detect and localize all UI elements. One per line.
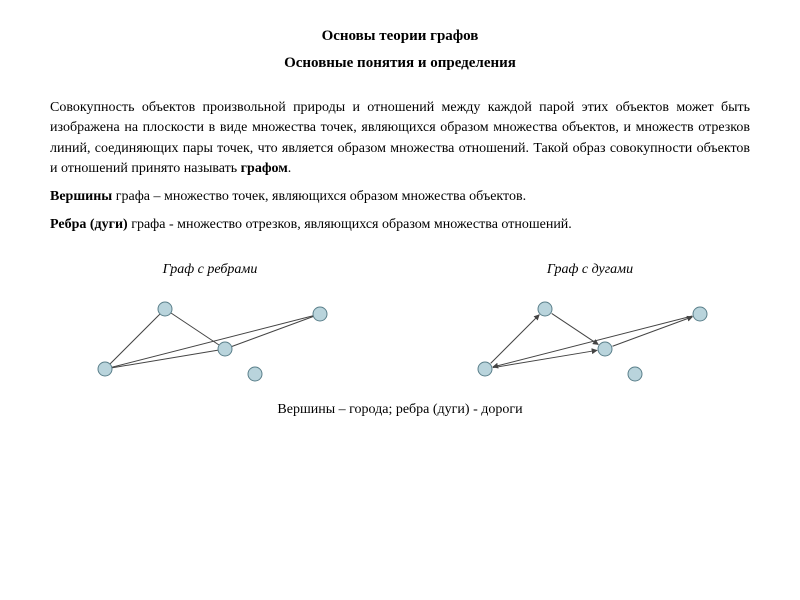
- text: графа – множество точек, являющихся обра…: [112, 189, 526, 204]
- diagram-right: Граф с дугами: [440, 262, 740, 394]
- diagram-caption: Вершины – города; ребра (дуги) - дороги: [50, 402, 750, 418]
- graph-arcs-svg: [450, 284, 730, 394]
- paragraph-intro: Совокупность объектов произвольной приро…: [50, 98, 750, 179]
- paragraph-edges: Ребра (дуги) графа - множество отрезков,…: [50, 215, 750, 235]
- bold-term-edges: Ребра (дуги): [50, 217, 128, 232]
- diagram-left: Граф с ребрами: [60, 262, 360, 394]
- diagrams-row: Граф с ребрами Граф с дугами: [50, 262, 750, 394]
- paragraph-vertices: Вершины графа – множество точек, являющи…: [50, 187, 750, 207]
- title-block: Основы теории графов Основные понятия и …: [50, 28, 750, 72]
- text: Совокупность объектов произвольной приро…: [50, 100, 750, 176]
- main-title: Основы теории графов: [50, 28, 750, 45]
- bold-term-graph: графом: [241, 161, 288, 176]
- graph-edges-svg: [70, 284, 350, 394]
- text: .: [288, 161, 292, 176]
- diagram-right-label: Граф с дугами: [440, 262, 740, 278]
- bold-term-vertices: Вершины: [50, 189, 112, 204]
- text: графа - множество отрезков, являющихся о…: [128, 217, 572, 232]
- sub-title: Основные понятия и определения: [50, 55, 750, 72]
- diagram-left-label: Граф с ребрами: [60, 262, 360, 278]
